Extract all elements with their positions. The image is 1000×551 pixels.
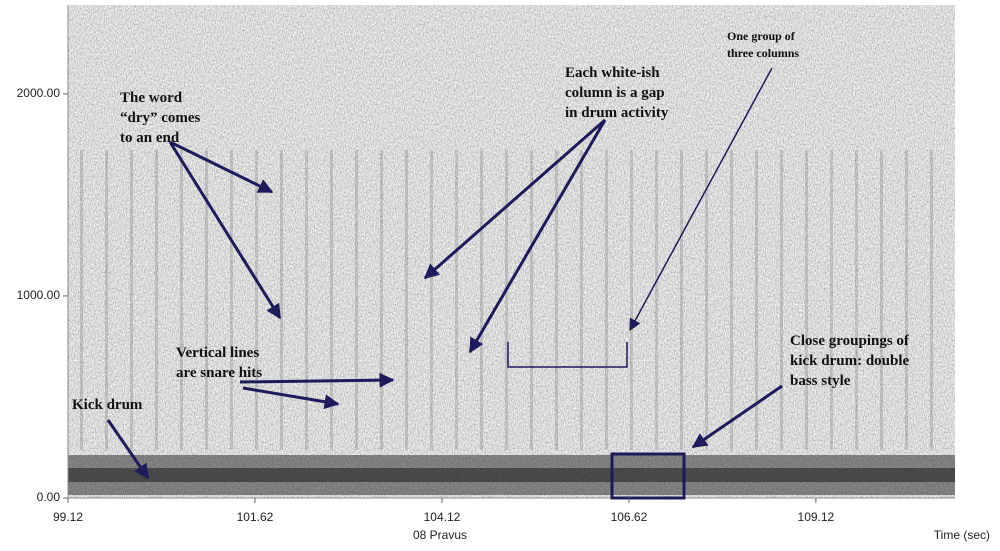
x-tick-label: 104.12 bbox=[424, 510, 461, 524]
arrow bbox=[106, 419, 150, 480]
annotation: are snare hits bbox=[176, 365, 262, 381]
drum-column bbox=[230, 150, 233, 450]
arrow bbox=[423, 118, 606, 280]
drum-column bbox=[555, 150, 558, 450]
x-axis-label: Time (sec) bbox=[934, 528, 990, 542]
annotation: Kick drum bbox=[72, 397, 143, 413]
drum-column bbox=[355, 150, 358, 450]
caption: 08 Pravus bbox=[413, 528, 467, 542]
drum-column bbox=[305, 150, 308, 450]
drum-columns bbox=[80, 150, 933, 450]
drum-column bbox=[105, 150, 108, 450]
drum-column bbox=[855, 150, 858, 450]
bracket bbox=[507, 342, 628, 368]
arrow bbox=[629, 67, 773, 332]
spectrogram-texture bbox=[68, 5, 955, 498]
annotation: Each white-ish bbox=[565, 65, 660, 81]
x-tick-label: 99.12 bbox=[53, 510, 83, 524]
arrow bbox=[242, 386, 340, 410]
annotation: Close groupings of bbox=[790, 333, 910, 349]
drum-column bbox=[455, 150, 458, 450]
drum-column bbox=[630, 150, 633, 450]
annotation: column is a gap bbox=[565, 85, 665, 101]
drum-column bbox=[380, 150, 383, 450]
drum-column bbox=[605, 150, 608, 450]
arrow bbox=[691, 384, 783, 449]
kick-band bbox=[68, 468, 955, 482]
drum-column bbox=[830, 150, 833, 450]
drum-column bbox=[880, 150, 883, 450]
arrow bbox=[468, 119, 607, 354]
annotations: The word “dry” comes to an end Each white-i… bbox=[72, 29, 910, 500]
drum-column bbox=[430, 150, 433, 450]
arrow bbox=[168, 141, 282, 320]
x-tick-label: 101.62 bbox=[237, 510, 274, 524]
spectrogram bbox=[68, 5, 955, 498]
drum-column bbox=[155, 150, 158, 450]
drum-column bbox=[480, 150, 483, 450]
drum-column bbox=[205, 150, 208, 450]
drum-column bbox=[655, 150, 658, 450]
drum-column bbox=[130, 150, 133, 450]
x-tick-label: 106.62 bbox=[611, 510, 648, 524]
drum-column bbox=[930, 150, 933, 450]
drum-column bbox=[530, 150, 533, 450]
drum-column bbox=[330, 150, 333, 450]
annotation: three columns bbox=[727, 46, 799, 60]
annotation: kick drum: double bbox=[790, 353, 910, 369]
drum-column bbox=[755, 150, 758, 450]
annotation: bass style bbox=[790, 373, 851, 389]
x-tick-label: 109.12 bbox=[798, 510, 835, 524]
annotation: to an end bbox=[120, 130, 180, 146]
y-tick-label: 1000.00 bbox=[17, 288, 61, 302]
arrow bbox=[239, 372, 395, 388]
annotation: in drum activity bbox=[565, 105, 669, 121]
drum-column bbox=[280, 150, 283, 450]
annotation: “dry” comes bbox=[120, 110, 201, 126]
drum-column bbox=[580, 150, 583, 450]
drum-column bbox=[805, 150, 808, 450]
drum-column bbox=[405, 150, 408, 450]
drum-column bbox=[705, 150, 708, 450]
y-tick-label: 2000.00 bbox=[17, 86, 61, 100]
drum-column bbox=[730, 150, 733, 450]
drum-column bbox=[505, 150, 508, 450]
drum-column bbox=[680, 150, 683, 450]
annotation: The word bbox=[120, 90, 183, 106]
y-tick-label: 0.00 bbox=[37, 490, 61, 504]
drum-column bbox=[255, 150, 258, 450]
drum-column bbox=[905, 150, 908, 450]
arrow bbox=[169, 140, 274, 194]
drum-column bbox=[80, 150, 83, 450]
annotation: Vertical lines bbox=[176, 345, 259, 361]
drum-column bbox=[780, 150, 783, 450]
highlight-box bbox=[610, 452, 686, 500]
drum-column bbox=[180, 150, 183, 450]
annotation: One group of bbox=[727, 29, 796, 43]
